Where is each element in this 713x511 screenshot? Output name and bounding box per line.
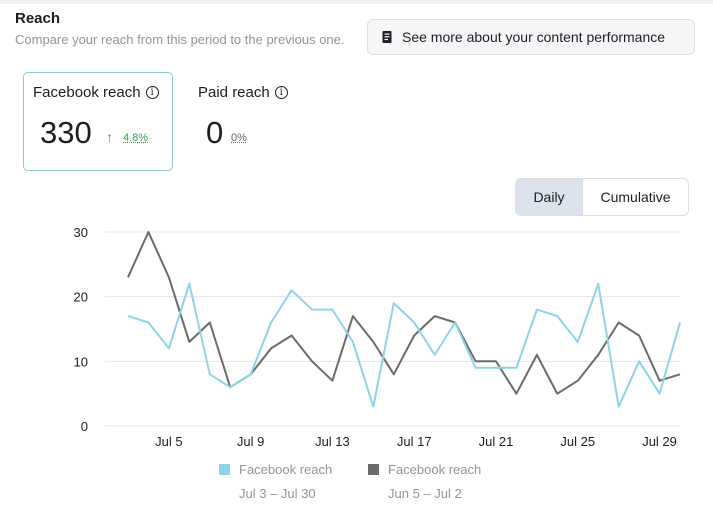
legend-current[interactable]: Facebook reach (219, 462, 332, 477)
x-tick-label: Jul 17 (397, 434, 432, 449)
y-tick-label: 30 (74, 225, 88, 240)
legend-previous[interactable]: Facebook reach (368, 462, 481, 477)
x-tick-label: Jul 13 (315, 434, 350, 449)
section-title: Reach (15, 10, 61, 27)
metric-change: 4.8% (123, 132, 149, 144)
x-tick-label: Jul 21 (479, 434, 514, 449)
x-tick-label: Jul 29 (642, 434, 677, 449)
toggle-daily[interactable]: Daily (516, 179, 583, 215)
legend-previous-label: Facebook reach (388, 462, 482, 477)
legend-swatch-previous (368, 464, 379, 475)
metric-card-paid-reach[interactable]: Paid reach i 0 0% (188, 72, 308, 171)
x-tick-label: Jul 25 (560, 434, 595, 449)
legend-previous-range: Jun 5 – Jul 2 (388, 486, 462, 501)
arrow-up-icon: ↑ (106, 129, 113, 145)
toggle-cumulative[interactable]: Cumulative (583, 179, 688, 215)
series-line-previous (127, 231, 681, 395)
content-performance-label: See more about your content performance (402, 29, 666, 45)
info-icon[interactable]: i (145, 86, 159, 99)
chart-lines (127, 231, 681, 408)
view-toggle: Daily Cumulative (515, 178, 689, 216)
x-tick-label: Jul 9 (237, 434, 264, 449)
metric-value: 0 (206, 115, 224, 150)
y-axis-ticks: 0 10 20 30 (74, 225, 88, 434)
metric-label: Paid reach (198, 84, 270, 101)
series-line-current (127, 282, 681, 408)
chart-grid (105, 231, 680, 427)
metric-label-row: Paid reach i (198, 84, 288, 101)
legend-current-range: Jul 3 – Jul 30 (239, 486, 316, 501)
section-subtitle: Compare your reach from this period to t… (15, 32, 345, 47)
y-tick-label: 0 (81, 419, 88, 434)
metric-label-row: Facebook reach i (33, 84, 159, 101)
legend-swatch-current (219, 464, 230, 475)
content-performance-button[interactable]: See more about your content performance (367, 19, 695, 55)
legend-current-label: Facebook reach (239, 462, 333, 477)
metric-change: 0% (231, 132, 247, 144)
top-divider (0, 0, 713, 4)
metric-label: Facebook reach (33, 84, 141, 101)
metric-value: 330 (40, 115, 92, 150)
x-axis-ticks: Jul 5 Jul 9 Jul 13 Jul 17 Jul 21 Jul 25 Jul 29 (155, 434, 677, 449)
x-tick-label: Jul 5 (155, 434, 182, 449)
metric-card-facebook-reach[interactable]: Facebook reach i 330 ↑ 4.8% (23, 72, 173, 171)
y-tick-label: 20 (74, 290, 88, 305)
document-icon (380, 30, 394, 44)
info-icon[interactable]: i (274, 86, 288, 99)
y-tick-label: 10 (74, 354, 88, 369)
